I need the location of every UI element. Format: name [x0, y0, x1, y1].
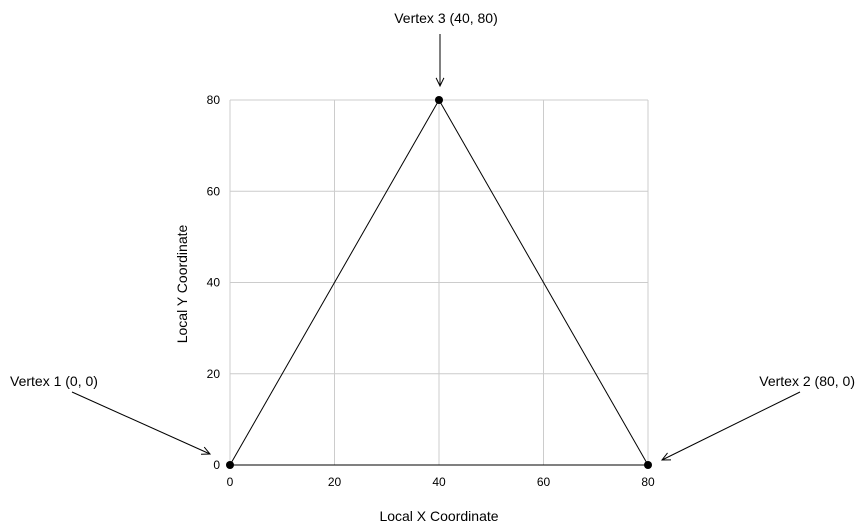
x-tick-label: 40	[432, 475, 446, 489]
annotation-arrow	[71, 391, 211, 455]
x-tick-label: 80	[641, 475, 655, 489]
vertex-annotations: Vertex 1 (0, 0) Vertex 2 (80, 0) Vertex 3 …	[10, 10, 855, 461]
y-tick-label: 20	[207, 367, 221, 381]
x-tick-label: 0	[227, 475, 234, 489]
tick-labels: 0 20 40 60 80 0 20 40 60 80	[207, 93, 655, 489]
triangle-edge	[438, 99, 649, 466]
triangle-edge	[229, 99, 440, 466]
y-tick-label: 80	[207, 93, 221, 107]
vertex-marker	[226, 461, 234, 469]
vertex-annotation-label: Vertex 1 (0, 0)	[10, 373, 98, 389]
annotation-arrowhead	[435, 77, 445, 88]
vertex-marker	[435, 96, 443, 104]
annotation-arrowhead	[660, 452, 672, 461]
vertex-marker	[644, 461, 652, 469]
vertex-annotation-label: Vertex 3 (40, 80)	[394, 10, 498, 26]
vertex-annotation-label: Vertex 2 (80, 0)	[759, 373, 855, 389]
y-tick-label: 0	[213, 458, 220, 472]
y-tick-label: 60	[207, 184, 221, 198]
x-axis-label: Local X Coordinate	[379, 508, 498, 524]
x-tick-label: 20	[328, 475, 342, 489]
y-axis-label: Local Y Coordinate	[174, 225, 190, 344]
annotation-arrow	[661, 391, 801, 461]
annotation-arrowhead	[200, 446, 212, 455]
y-tick-label: 40	[207, 276, 221, 290]
grid	[229, 99, 649, 466]
x-tick-label: 60	[537, 475, 551, 489]
triangle-series	[226, 96, 652, 469]
